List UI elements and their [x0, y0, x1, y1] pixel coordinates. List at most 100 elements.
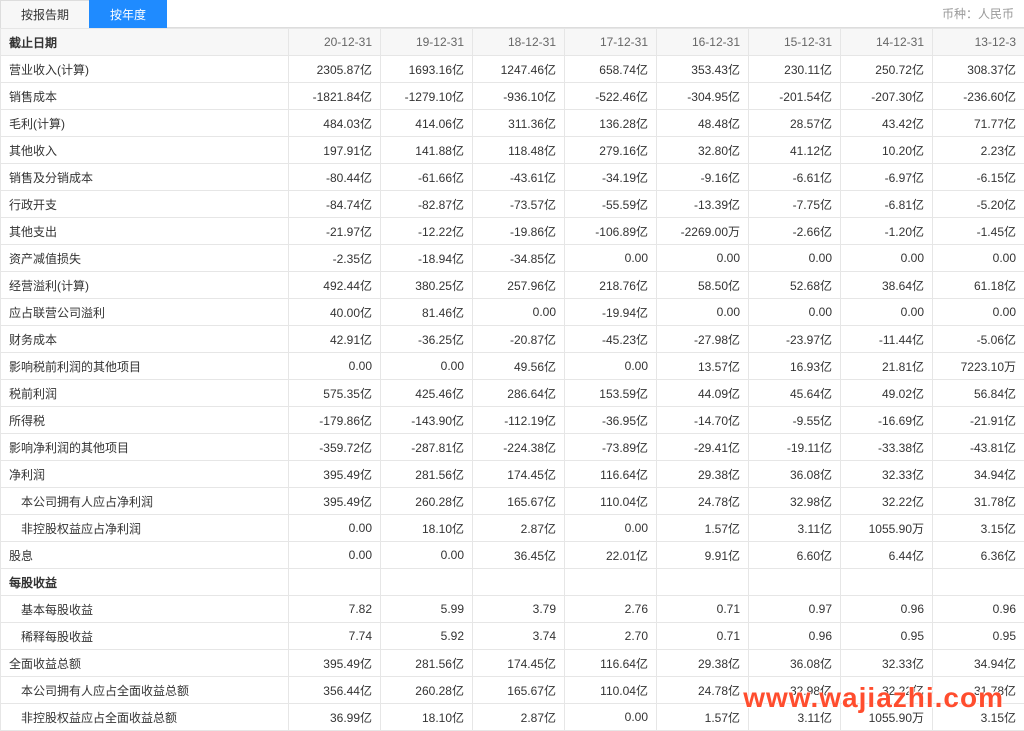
row-label: 稀释每股收益 [1, 623, 289, 650]
header-date: 16-12-31 [657, 29, 749, 56]
row-label: 毛利(计算) [1, 110, 289, 137]
cell-value [841, 569, 933, 596]
cell-value: -14.70亿 [657, 407, 749, 434]
tab-by-report[interactable]: 按报告期 [0, 0, 90, 28]
cell-value: 81.46亿 [381, 299, 473, 326]
cell-value: 34.94亿 [933, 650, 1024, 677]
cell-value: 0.00 [749, 299, 841, 326]
cell-value: 6.60亿 [749, 542, 841, 569]
cell-value: -236.60亿 [933, 83, 1024, 110]
cell-value: 3.15亿 [933, 515, 1024, 542]
cell-value: 24.78亿 [657, 677, 749, 704]
cell-value: 311.36亿 [473, 110, 565, 137]
cell-value: -112.19亿 [473, 407, 565, 434]
cell-value: 22.01亿 [565, 542, 657, 569]
cell-value: 425.46亿 [381, 380, 473, 407]
cell-value: 141.88亿 [381, 137, 473, 164]
cell-value: -207.30亿 [841, 83, 933, 110]
financial-table: 截止日期 20-12-3119-12-3118-12-3117-12-3116-… [0, 28, 1024, 731]
cell-value [933, 569, 1024, 596]
cell-value [289, 569, 381, 596]
cell-value: 0.71 [657, 596, 749, 623]
cell-value: 36.45亿 [473, 542, 565, 569]
cell-value: 2.87亿 [473, 704, 565, 731]
cell-value: 7223.10万 [933, 353, 1024, 380]
cell-value: -45.23亿 [565, 326, 657, 353]
row-label: 其他支出 [1, 218, 289, 245]
cell-value: 257.96亿 [473, 272, 565, 299]
cell-value: 281.56亿 [381, 461, 473, 488]
cell-value: 575.35亿 [289, 380, 381, 407]
cell-value: -73.57亿 [473, 191, 565, 218]
cell-value: 1.57亿 [657, 704, 749, 731]
cell-value: 0.97 [749, 596, 841, 623]
cell-value: 0.00 [473, 299, 565, 326]
cell-value: 492.44亿 [289, 272, 381, 299]
cell-value: 308.37亿 [933, 56, 1024, 83]
cell-value: 197.91亿 [289, 137, 381, 164]
cell-value: 0.00 [289, 515, 381, 542]
cell-value: 0.00 [841, 299, 933, 326]
cell-value: 32.33亿 [841, 461, 933, 488]
cell-value: 356.44亿 [289, 677, 381, 704]
cell-value: -20.87亿 [473, 326, 565, 353]
cell-value: 29.38亿 [657, 650, 749, 677]
cell-value [749, 569, 841, 596]
cell-value: 32.22亿 [841, 488, 933, 515]
row-label: 股息 [1, 542, 289, 569]
cell-value: -21.91亿 [933, 407, 1024, 434]
cell-value: 250.72亿 [841, 56, 933, 83]
cell-value [381, 569, 473, 596]
row-label: 影响税前利润的其他项目 [1, 353, 289, 380]
cell-value: 0.96 [749, 623, 841, 650]
cell-value: -9.55亿 [749, 407, 841, 434]
cell-value: -82.87亿 [381, 191, 473, 218]
cell-value: -6.81亿 [841, 191, 933, 218]
cell-value: 0.95 [841, 623, 933, 650]
row-label: 税前利润 [1, 380, 289, 407]
cell-value: 0.00 [565, 515, 657, 542]
cell-value: -2.66亿 [749, 218, 841, 245]
cell-value: 353.43亿 [657, 56, 749, 83]
row-label: 本公司拥有人应占全面收益总额 [1, 677, 289, 704]
cell-value: 286.64亿 [473, 380, 565, 407]
header-label: 截止日期 [1, 29, 289, 56]
tab-by-year[interactable]: 按年度 [89, 0, 167, 28]
cell-value: 2.23亿 [933, 137, 1024, 164]
cell-value: -143.90亿 [381, 407, 473, 434]
cell-value: -2269.00万 [657, 218, 749, 245]
row-label: 行政开支 [1, 191, 289, 218]
cell-value: -16.69亿 [841, 407, 933, 434]
cell-value [657, 569, 749, 596]
cell-value: 32.80亿 [657, 137, 749, 164]
cell-value: 2.76 [565, 596, 657, 623]
cell-value: -27.98亿 [657, 326, 749, 353]
header-date: 19-12-31 [381, 29, 473, 56]
cell-value: 0.00 [565, 353, 657, 380]
row-label: 非控股权益应占净利润 [1, 515, 289, 542]
cell-value: -5.20亿 [933, 191, 1024, 218]
cell-value: 6.36亿 [933, 542, 1024, 569]
header-date: 15-12-31 [749, 29, 841, 56]
row-label: 财务成本 [1, 326, 289, 353]
cell-value: 36.99亿 [289, 704, 381, 731]
cell-value: -19.94亿 [565, 299, 657, 326]
cell-value: 1.57亿 [657, 515, 749, 542]
cell-value: 5.92 [381, 623, 473, 650]
cell-value: -6.97亿 [841, 164, 933, 191]
cell-value: 395.49亿 [289, 461, 381, 488]
cell-value: 116.64亿 [565, 461, 657, 488]
cell-value: -106.89亿 [565, 218, 657, 245]
header-date: 20-12-31 [289, 29, 381, 56]
row-label: 其他收入 [1, 137, 289, 164]
cell-value: -13.39亿 [657, 191, 749, 218]
cell-value: 110.04亿 [565, 677, 657, 704]
cell-value: 28.57亿 [749, 110, 841, 137]
cell-value: 0.96 [933, 596, 1024, 623]
cell-value: 58.50亿 [657, 272, 749, 299]
cell-value: -2.35亿 [289, 245, 381, 272]
cell-value: -19.86亿 [473, 218, 565, 245]
cell-value: -6.15亿 [933, 164, 1024, 191]
cell-value: -5.06亿 [933, 326, 1024, 353]
cell-value: -359.72亿 [289, 434, 381, 461]
